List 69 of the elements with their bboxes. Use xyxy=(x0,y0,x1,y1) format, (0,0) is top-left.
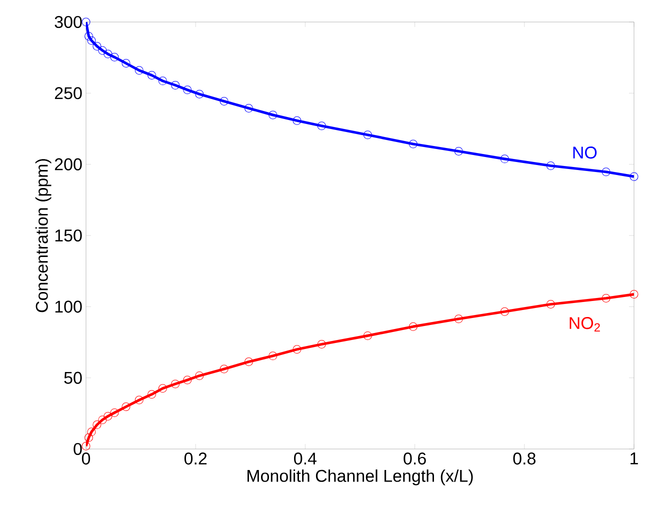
point xyxy=(500,154,509,164)
point xyxy=(158,76,167,86)
point xyxy=(98,416,107,424)
point xyxy=(110,408,119,417)
point xyxy=(171,380,180,388)
point xyxy=(134,66,144,75)
y-tick-label: 0 xyxy=(74,442,82,456)
point xyxy=(546,162,555,170)
point xyxy=(220,364,228,374)
point xyxy=(104,50,112,58)
x-tick-label: 0.6 xyxy=(404,452,426,465)
point xyxy=(104,412,112,421)
point xyxy=(454,314,463,324)
point xyxy=(148,70,156,80)
y-tick-label: 250 xyxy=(54,87,82,100)
x-tick-label: 0.8 xyxy=(513,452,536,465)
point xyxy=(602,168,610,176)
point xyxy=(244,358,254,366)
point xyxy=(134,396,144,404)
point xyxy=(220,97,228,106)
point xyxy=(110,52,119,62)
point xyxy=(82,442,90,450)
y-axis-title: Concentration (ppm) xyxy=(35,159,52,312)
point xyxy=(317,122,326,130)
point xyxy=(158,384,167,393)
y-tick-label: 200 xyxy=(54,158,82,170)
x-axis-title: Monolith Channel Length (x/L) xyxy=(248,469,473,486)
point xyxy=(87,428,96,436)
point xyxy=(408,322,418,331)
point xyxy=(268,352,278,360)
point xyxy=(183,376,192,384)
point xyxy=(84,32,93,40)
point xyxy=(148,390,156,399)
point xyxy=(317,340,326,348)
point xyxy=(183,86,192,94)
point xyxy=(408,140,418,148)
point xyxy=(292,345,302,354)
y-tick-label: 100 xyxy=(55,300,82,313)
x-tick-label: 0.4 xyxy=(294,452,317,465)
series-label: NO$_{2}$ xyxy=(570,317,600,332)
point xyxy=(546,300,555,308)
point xyxy=(171,80,180,90)
point xyxy=(87,36,96,45)
point xyxy=(630,290,638,299)
point xyxy=(195,90,204,98)
point xyxy=(363,331,372,340)
point xyxy=(195,371,204,380)
point xyxy=(268,110,278,120)
point xyxy=(92,42,102,50)
x-tick-label: 0.2 xyxy=(184,452,207,465)
point xyxy=(602,294,610,303)
point xyxy=(292,116,302,125)
point xyxy=(98,46,107,55)
x-tick-label: 0 xyxy=(82,452,90,465)
point xyxy=(454,146,463,156)
point xyxy=(244,104,254,112)
point xyxy=(92,420,102,430)
y-tick-label: 150 xyxy=(55,229,82,242)
point xyxy=(363,130,372,140)
point xyxy=(82,18,90,26)
x-tick-label: 1 xyxy=(630,452,638,464)
point xyxy=(122,59,130,68)
point xyxy=(630,172,638,181)
y-tick-label: 300 xyxy=(54,16,82,28)
point xyxy=(84,433,93,442)
point xyxy=(500,307,509,316)
y-tick-label: 50 xyxy=(64,372,82,384)
series-label: NO xyxy=(573,146,597,159)
point xyxy=(122,402,130,411)
